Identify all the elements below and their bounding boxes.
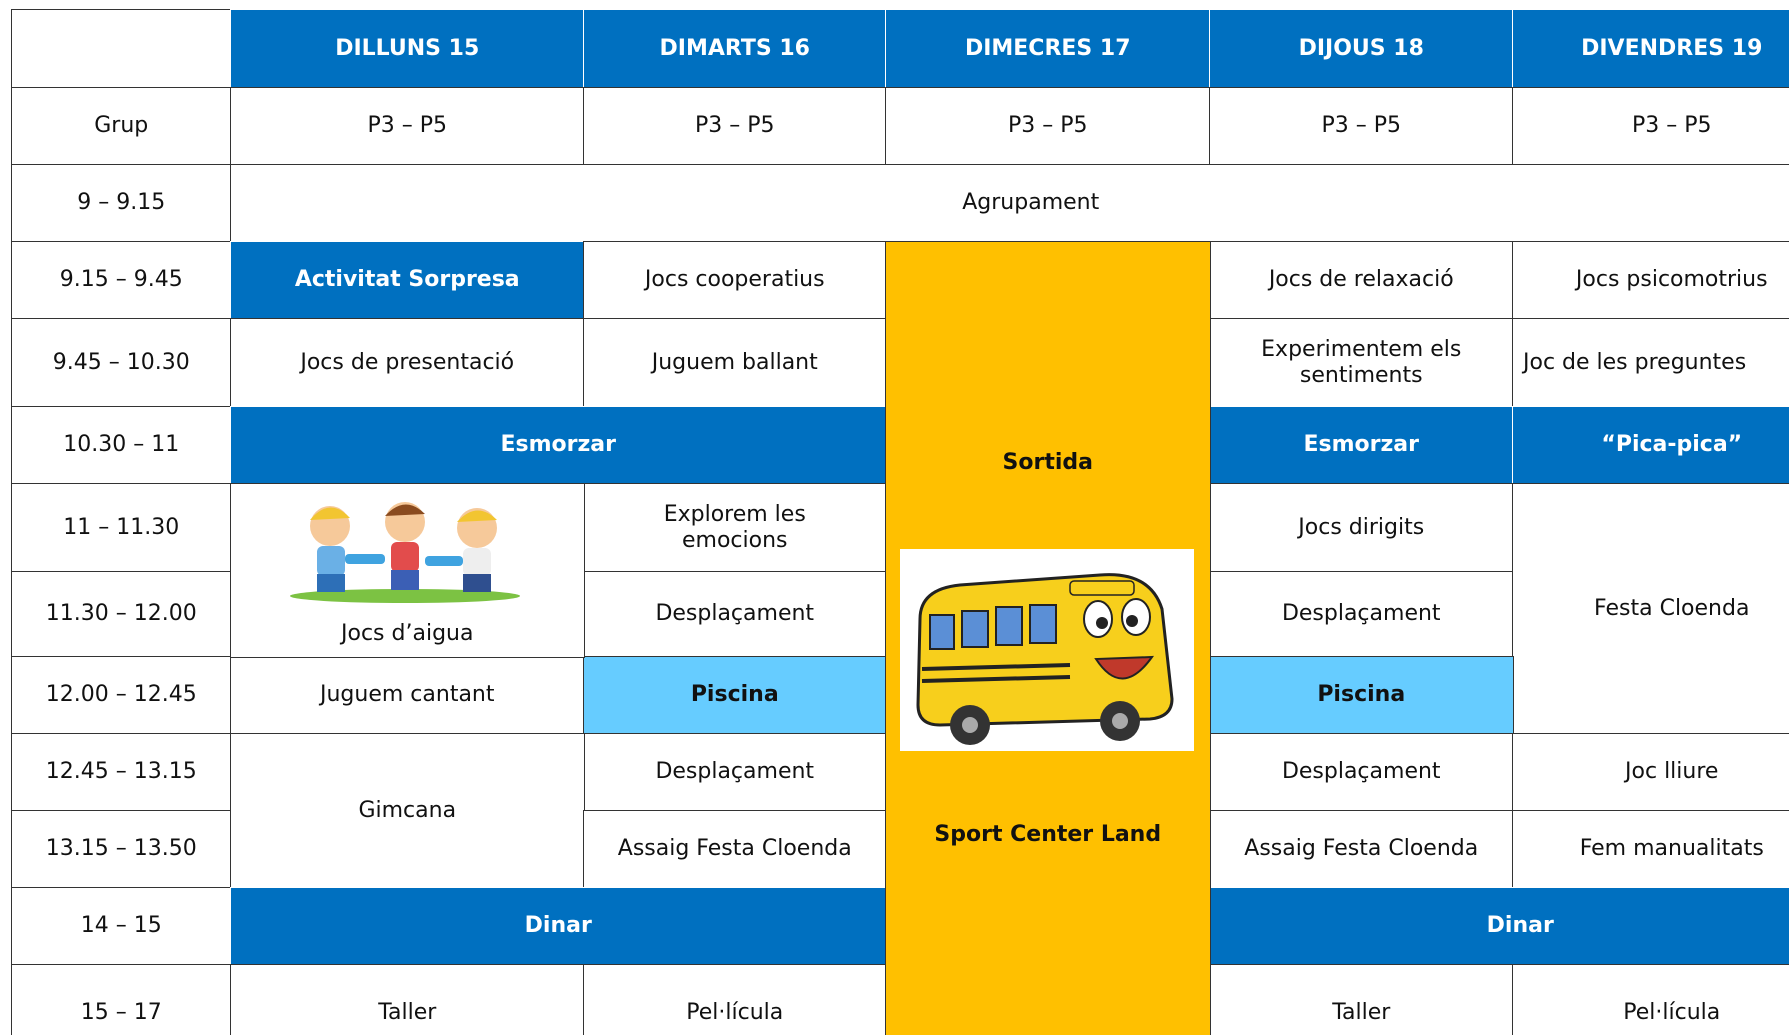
activity-cell: Taller xyxy=(230,964,585,1035)
time-cell: 9.45 – 10.30 xyxy=(11,318,232,408)
time-cell: 9.15 – 9.45 xyxy=(11,241,232,320)
activity-cell: Dinar xyxy=(1209,887,1789,966)
activity-cell: Taller xyxy=(1209,964,1514,1035)
day-header: DILLUNS 15 xyxy=(230,9,585,89)
time-cell: 11 – 11.30 xyxy=(11,483,232,573)
day-header: DIJOUS 18 xyxy=(1209,9,1514,89)
activity-cell: Jocs psicomotrius xyxy=(1512,241,1789,320)
bus-drawing xyxy=(916,573,1174,745)
group-cell: P3 – P5 xyxy=(1209,87,1514,166)
activity-cell: Explorem les emocions xyxy=(583,483,887,573)
day-header: DIMARTS 16 xyxy=(583,9,887,89)
activity-cell: Joc lliure xyxy=(1512,733,1789,812)
activity-cell: Jocs dirigits xyxy=(1209,483,1514,573)
activity-cell: Desplaçament xyxy=(583,571,887,658)
activity-cell: Agrupament xyxy=(230,164,1789,243)
outing-place: Sport Center Land xyxy=(934,822,1162,847)
outing-cell: Sortida Sport Center Land xyxy=(885,241,1211,1035)
time-cell: 10.30 – 11 xyxy=(11,406,232,485)
time-cell: 15 – 17 xyxy=(11,964,232,1035)
activity-cell: Gimcana xyxy=(230,733,585,889)
group-cell: P3 – P5 xyxy=(583,87,887,166)
activity-cell: Assaig Festa Cloenda xyxy=(583,810,887,889)
activity-cell: Experimentem els sentiments xyxy=(1209,318,1514,408)
corner-cell xyxy=(11,9,232,89)
activity-cell: Dinar xyxy=(230,887,887,966)
activity-cell: “Pica-pica” xyxy=(1512,406,1789,485)
activity-cell: Fem manualitats xyxy=(1512,810,1789,889)
activity-cell: Esmorzar xyxy=(1209,406,1514,485)
time-cell: 12.45 – 13.15 xyxy=(11,733,232,812)
kids-illustration xyxy=(290,502,520,603)
time-cell: 14 – 15 xyxy=(11,887,232,966)
activity-cell: Jocs d’aigua xyxy=(230,483,585,658)
day-header: DIVENDRES 19 xyxy=(1512,9,1789,89)
group-label: Grup xyxy=(11,87,232,166)
activity-cell: Piscina xyxy=(583,656,887,735)
activity-cell: Activitat Sorpresa xyxy=(230,241,585,320)
group-cell: P3 – P5 xyxy=(230,87,585,166)
activity-cell: Joc de les preguntes xyxy=(1512,318,1789,408)
activity-cell: Festa Cloenda xyxy=(1512,483,1789,735)
group-cell: P3 – P5 xyxy=(1512,87,1789,166)
time-cell: 12.00 – 12.45 xyxy=(11,656,232,735)
outing-title: Sortida xyxy=(1002,450,1093,475)
activity-cell: Pel·lícula xyxy=(583,964,887,1035)
activity-cell: Assaig Festa Cloenda xyxy=(1209,810,1514,889)
activity-cell: Piscina xyxy=(1209,656,1514,735)
day-header: DIMECRES 17 xyxy=(885,9,1211,89)
activity-cell: Juguem cantant xyxy=(230,656,585,735)
activity-cell: Desplaçament xyxy=(583,733,887,812)
activity-cell: Juguem ballant xyxy=(583,318,887,408)
time-cell: 9 – 9.15 xyxy=(11,164,232,243)
group-cell: P3 – P5 xyxy=(885,87,1211,166)
activity-text: Jocs d’aigua xyxy=(341,620,474,646)
activity-cell: Jocs de relaxació xyxy=(1209,241,1514,320)
time-cell: 13.15 – 13.50 xyxy=(11,810,232,889)
activity-cell: Esmorzar xyxy=(230,406,887,485)
bus-illustration xyxy=(900,549,1194,751)
activity-cell: Desplaçament xyxy=(1209,571,1514,658)
activity-cell: Desplaçament xyxy=(1209,733,1514,812)
activity-cell: Jocs de presentació xyxy=(230,318,585,408)
time-cell: 11.30 – 12.00 xyxy=(11,571,232,658)
activity-cell: Pel·lícula xyxy=(1512,964,1789,1035)
activity-cell: Jocs cooperatius xyxy=(583,241,887,320)
